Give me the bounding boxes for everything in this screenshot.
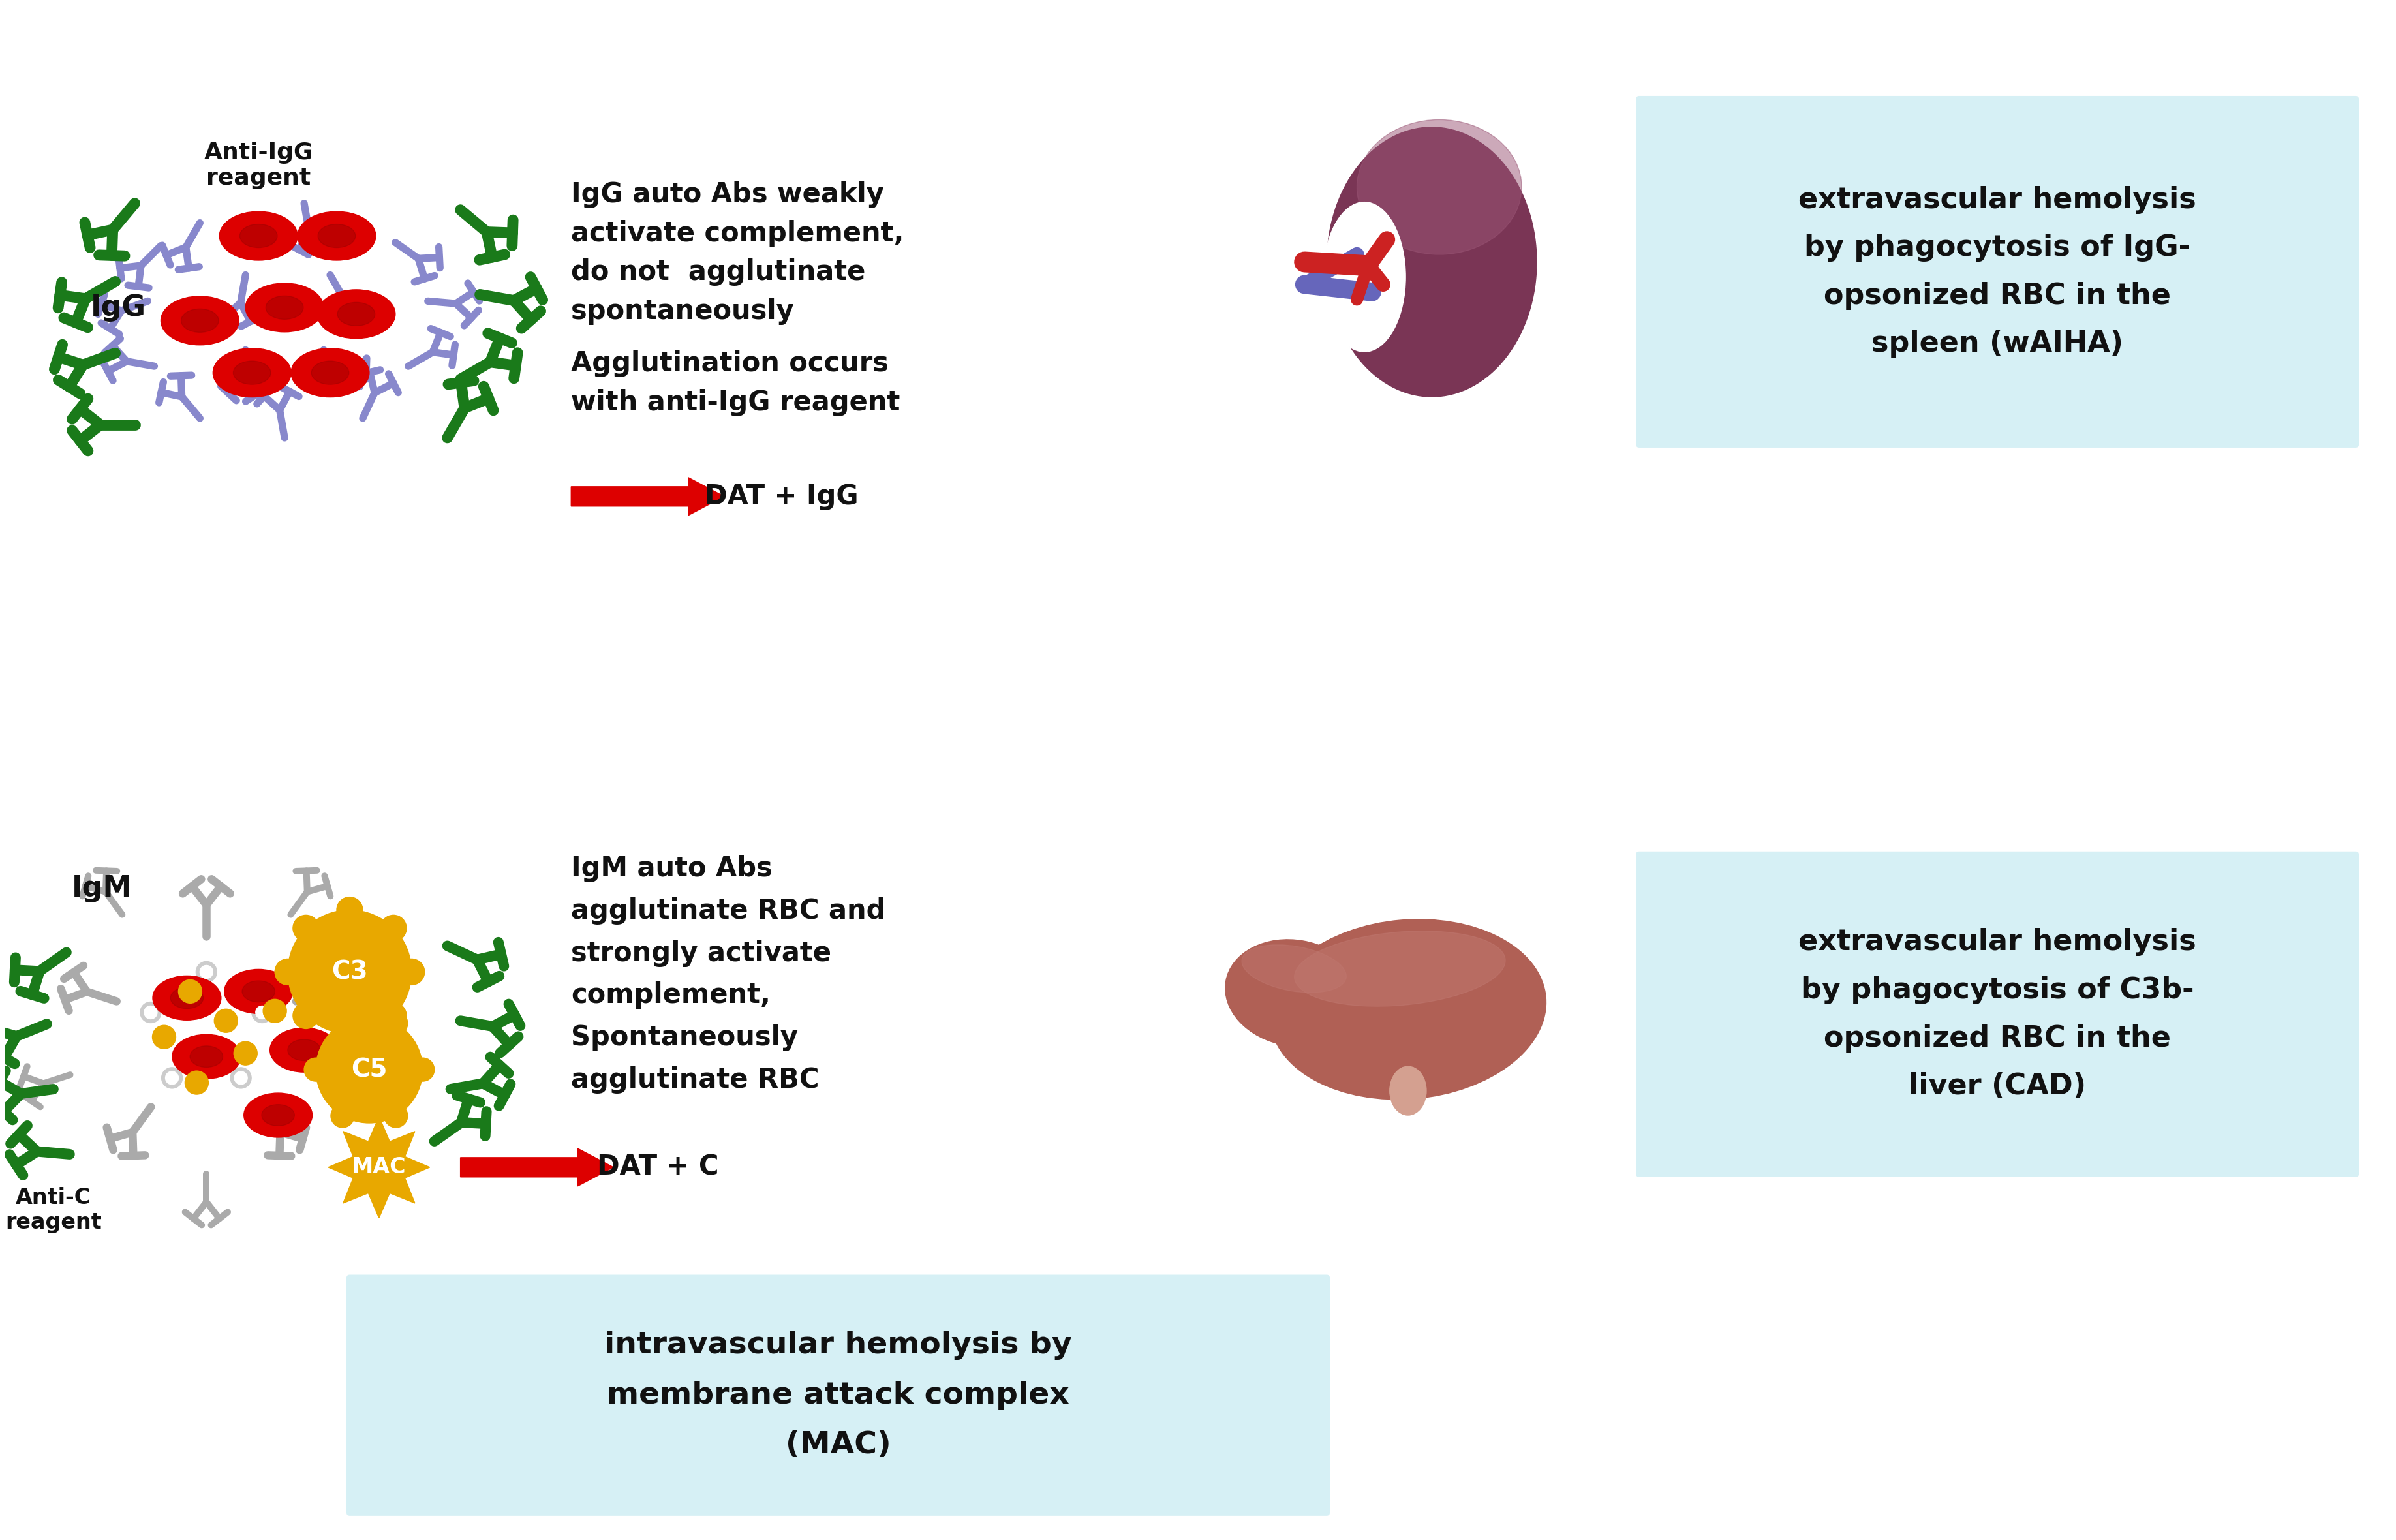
- Circle shape: [252, 1003, 273, 1023]
- Circle shape: [383, 1104, 407, 1127]
- Ellipse shape: [242, 981, 276, 1003]
- Circle shape: [304, 1058, 328, 1081]
- Circle shape: [264, 999, 288, 1023]
- Text: DAT + IgG: DAT + IgG: [704, 482, 858, 510]
- Ellipse shape: [297, 211, 376, 260]
- Text: IgG auto Abs weakly: IgG auto Abs weakly: [570, 180, 884, 208]
- Circle shape: [316, 1016, 422, 1123]
- Circle shape: [141, 1003, 161, 1023]
- Circle shape: [381, 1003, 407, 1029]
- Text: extravascular hemolysis
by phagocytosis of IgG-
opsonized RBC in the
spleen (wAI: extravascular hemolysis by phagocytosis …: [1797, 186, 2195, 357]
- Circle shape: [335, 1021, 362, 1047]
- FancyArrow shape: [570, 477, 724, 516]
- Circle shape: [213, 1009, 237, 1032]
- Ellipse shape: [220, 211, 297, 260]
- Text: strongly activate: strongly activate: [570, 939, 831, 967]
- Ellipse shape: [189, 1046, 223, 1067]
- Ellipse shape: [244, 1093, 311, 1138]
- Text: MAC: MAC: [352, 1157, 407, 1178]
- Circle shape: [381, 915, 407, 941]
- Circle shape: [288, 910, 412, 1033]
- Ellipse shape: [271, 1027, 338, 1072]
- Ellipse shape: [1241, 944, 1347, 993]
- Ellipse shape: [316, 290, 395, 339]
- Circle shape: [153, 1026, 175, 1049]
- Circle shape: [230, 1067, 252, 1089]
- Ellipse shape: [240, 225, 278, 248]
- Ellipse shape: [266, 296, 304, 319]
- Text: C3: C3: [331, 959, 367, 984]
- Polygon shape: [328, 1116, 429, 1218]
- Text: IgG: IgG: [91, 294, 146, 322]
- Text: C5: C5: [352, 1056, 388, 1083]
- Text: activate complement,: activate complement,: [570, 220, 903, 246]
- Circle shape: [235, 1041, 256, 1066]
- FancyBboxPatch shape: [347, 1275, 1330, 1515]
- Circle shape: [331, 1012, 355, 1035]
- Text: Anti-IgG
reagent: Anti-IgG reagent: [204, 142, 314, 189]
- Circle shape: [144, 1006, 158, 1019]
- FancyArrow shape: [460, 1149, 613, 1186]
- Ellipse shape: [261, 1104, 295, 1126]
- Ellipse shape: [1323, 202, 1404, 351]
- Circle shape: [199, 966, 213, 978]
- Text: do not  agglutinate: do not agglutinate: [570, 259, 865, 286]
- Text: spontaneously: spontaneously: [570, 297, 795, 325]
- Ellipse shape: [173, 1035, 240, 1078]
- Circle shape: [292, 915, 319, 941]
- Text: Spontaneously: Spontaneously: [570, 1024, 798, 1052]
- Ellipse shape: [232, 360, 271, 385]
- Ellipse shape: [182, 310, 218, 333]
- Circle shape: [383, 1012, 407, 1035]
- Text: Agglutination occurs: Agglutination occurs: [570, 350, 889, 377]
- Text: DAT + C: DAT + C: [597, 1153, 719, 1181]
- Text: intravascular hemolysis by
membrane attack complex
(MAC): intravascular hemolysis by membrane atta…: [604, 1331, 1071, 1460]
- Circle shape: [177, 979, 201, 1003]
- Circle shape: [196, 961, 216, 983]
- Text: agglutinate RBC and: agglutinate RBC and: [570, 896, 887, 924]
- Ellipse shape: [153, 976, 220, 1019]
- Text: complement,: complement,: [570, 981, 772, 1009]
- Ellipse shape: [338, 302, 374, 326]
- Text: extravascular hemolysis
by phagocytosis of C3b-
opsonized RBC in the
liver (CAD): extravascular hemolysis by phagocytosis …: [1797, 929, 2195, 1100]
- Text: IgM: IgM: [72, 875, 132, 902]
- Text: IgM auto Abs: IgM auto Abs: [570, 855, 772, 882]
- Circle shape: [256, 1006, 268, 1019]
- Circle shape: [235, 1072, 247, 1084]
- Circle shape: [331, 1104, 355, 1127]
- Circle shape: [161, 1067, 182, 1089]
- Circle shape: [292, 1003, 319, 1029]
- Ellipse shape: [213, 348, 290, 397]
- Text: agglutinate RBC: agglutinate RBC: [570, 1066, 819, 1093]
- Ellipse shape: [170, 987, 204, 1009]
- Ellipse shape: [1270, 919, 1545, 1100]
- Circle shape: [410, 1058, 434, 1081]
- Ellipse shape: [244, 283, 323, 333]
- Text: with anti-IgG reagent: with anti-IgG reagent: [570, 390, 901, 416]
- Ellipse shape: [290, 348, 369, 397]
- Circle shape: [165, 1072, 177, 1084]
- Ellipse shape: [1390, 1066, 1426, 1115]
- Circle shape: [276, 959, 302, 986]
- Ellipse shape: [311, 360, 350, 385]
- Ellipse shape: [319, 225, 355, 248]
- Ellipse shape: [1327, 128, 1536, 397]
- Circle shape: [398, 959, 424, 986]
- Ellipse shape: [1294, 932, 1505, 1006]
- Text: Anti-C
reagent: Anti-C reagent: [5, 1187, 101, 1234]
- Circle shape: [335, 896, 362, 922]
- Ellipse shape: [1356, 120, 1521, 254]
- Ellipse shape: [161, 296, 240, 345]
- FancyBboxPatch shape: [1636, 852, 2358, 1177]
- Ellipse shape: [1224, 939, 1363, 1047]
- Ellipse shape: [288, 1040, 321, 1061]
- Circle shape: [184, 1070, 208, 1095]
- FancyBboxPatch shape: [1636, 95, 2358, 448]
- Ellipse shape: [225, 969, 292, 1013]
